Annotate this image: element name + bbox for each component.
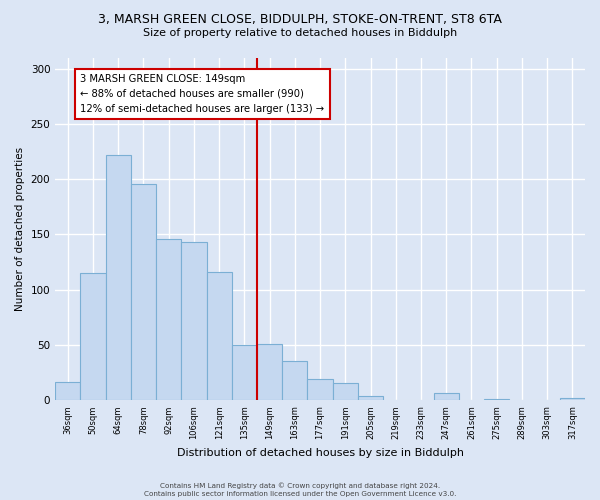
Text: Contains public sector information licensed under the Open Government Licence v3: Contains public sector information licen… bbox=[144, 491, 456, 497]
Text: 3 MARSH GREEN CLOSE: 149sqm
← 88% of detached houses are smaller (990)
12% of se: 3 MARSH GREEN CLOSE: 149sqm ← 88% of det… bbox=[80, 74, 325, 114]
Bar bbox=[181, 242, 206, 400]
Bar bbox=[257, 344, 282, 401]
Bar bbox=[55, 382, 80, 400]
Bar bbox=[434, 392, 459, 400]
Text: 3, MARSH GREEN CLOSE, BIDDULPH, STOKE-ON-TRENT, ST8 6TA: 3, MARSH GREEN CLOSE, BIDDULPH, STOKE-ON… bbox=[98, 12, 502, 26]
Bar bbox=[232, 345, 257, 401]
Bar bbox=[80, 273, 106, 400]
Bar bbox=[156, 239, 181, 400]
Text: Size of property relative to detached houses in Biddulph: Size of property relative to detached ho… bbox=[143, 28, 457, 38]
X-axis label: Distribution of detached houses by size in Biddulph: Distribution of detached houses by size … bbox=[176, 448, 464, 458]
Bar bbox=[358, 396, 383, 400]
Bar bbox=[206, 272, 232, 400]
Bar bbox=[332, 382, 358, 400]
Text: Contains HM Land Registry data © Crown copyright and database right 2024.: Contains HM Land Registry data © Crown c… bbox=[160, 482, 440, 489]
Bar bbox=[106, 155, 131, 400]
Bar bbox=[131, 184, 156, 400]
Bar bbox=[282, 360, 307, 401]
Bar bbox=[560, 398, 585, 400]
Y-axis label: Number of detached properties: Number of detached properties bbox=[15, 147, 25, 311]
Bar bbox=[307, 380, 332, 400]
